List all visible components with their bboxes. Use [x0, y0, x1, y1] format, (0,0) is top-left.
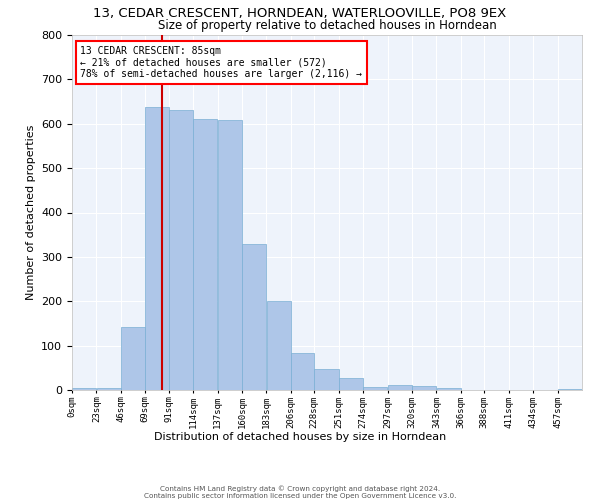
Bar [363, 387, 388, 390]
Text: Distribution of detached houses by size in Horndean: Distribution of detached houses by size … [154, 432, 446, 442]
Bar [145, 108, 169, 390]
Bar [218, 120, 242, 390]
Bar [412, 386, 436, 390]
Y-axis label: Number of detached properties: Number of detached properties [26, 125, 35, 300]
Bar [193, 119, 217, 390]
Bar [97, 388, 121, 390]
Bar [339, 378, 363, 390]
Bar [169, 110, 193, 390]
Bar [72, 388, 97, 390]
Bar [242, 244, 266, 390]
Text: 13, CEDAR CRESCENT, HORNDEAN, WATERLOOVILLE, PO8 9EX: 13, CEDAR CRESCENT, HORNDEAN, WATERLOOVI… [94, 8, 506, 20]
Bar [291, 353, 314, 390]
Bar [121, 326, 145, 390]
Bar [266, 301, 291, 390]
Bar [388, 385, 412, 390]
Text: 13 CEDAR CRESCENT: 85sqm
← 21% of detached houses are smaller (572)
78% of semi-: 13 CEDAR CRESCENT: 85sqm ← 21% of detach… [80, 46, 362, 80]
Bar [437, 388, 461, 390]
Text: Contains HM Land Registry data © Crown copyright and database right 2024.
Contai: Contains HM Land Registry data © Crown c… [144, 486, 456, 499]
Title: Size of property relative to detached houses in Horndean: Size of property relative to detached ho… [158, 20, 496, 32]
Bar [557, 389, 582, 390]
Bar [314, 368, 338, 390]
